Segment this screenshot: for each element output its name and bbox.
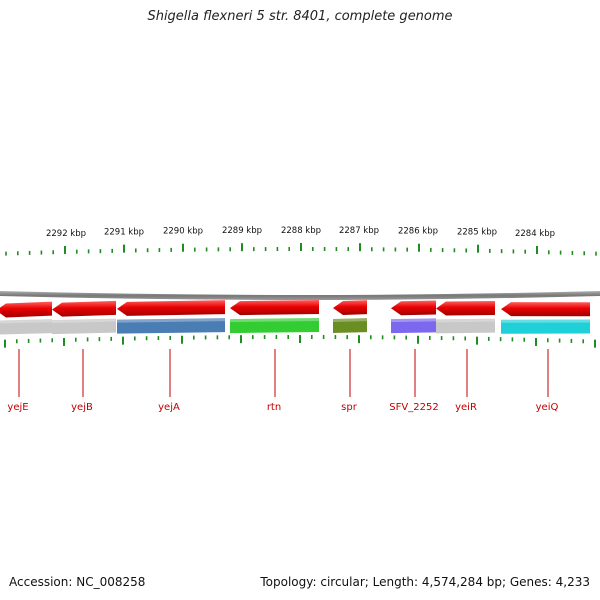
gene-arrow-yeiQ <box>501 302 590 317</box>
scale-label: 2291 kbp <box>104 228 144 238</box>
genome-title: Shigella flexneri 5 str. 8401, complete … <box>147 9 453 24</box>
gene-label-yejB[interactable]: yejB <box>71 402 93 413</box>
gene-label-SFV_2252[interactable]: SFV_2252 <box>389 402 438 413</box>
scale-label: 2284 kbp <box>515 229 555 239</box>
gene-arrow-yejA <box>117 300 225 316</box>
gene-label-yeiR[interactable]: yeiR <box>455 402 477 413</box>
gene-label-spr[interactable]: spr <box>341 402 358 413</box>
genome-summary: Topology: circular; Length: 4,574,284 bp… <box>260 575 590 589</box>
scale-label: 2286 kbp <box>398 227 438 237</box>
gene-labels: yejE yejB yejA rtn spr SFV_2252 yeiR yeiQ <box>7 349 558 413</box>
cds-segment-yejA <box>117 318 225 334</box>
cds-segment-spr <box>333 318 367 334</box>
scale-label: 2285 kbp <box>457 228 497 238</box>
scale-label: 2288 kbp <box>281 226 321 236</box>
cds-highlight <box>391 318 436 323</box>
gene-arrow-yeiR <box>436 301 495 316</box>
gene-label-rtn[interactable]: rtn <box>267 402 281 413</box>
cds-segment-yeiQ <box>501 319 590 334</box>
gene-arrow-yejE <box>0 301 52 318</box>
gene-label-yejE[interactable]: yejE <box>7 402 28 413</box>
backbone-arc <box>0 291 600 300</box>
cds-highlight <box>117 318 225 323</box>
accession-text: Accession: NC_008258 <box>9 575 146 589</box>
cds-segment-SFV_2252 <box>391 318 436 334</box>
gene-label-yeiQ[interactable]: yeiQ <box>536 402 559 413</box>
cds-segment-yeiR <box>436 318 495 334</box>
scale-label: 2292 kbp <box>46 229 86 239</box>
scale-label: 2290 kbp <box>163 227 203 237</box>
cds-highlight <box>501 319 590 323</box>
gene-track <box>0 300 590 318</box>
scale-label: 2289 kbp <box>222 226 262 236</box>
cds-segment-rtn <box>230 318 319 334</box>
gene-label-yejA[interactable]: yejA <box>158 402 180 413</box>
cds-segment-yejB <box>52 318 116 335</box>
cds-highlight <box>436 318 495 323</box>
backbone <box>0 291 600 300</box>
cds-segment-yejE <box>0 319 52 335</box>
scale-label: 2287 kbp <box>339 226 379 236</box>
gene-arrow-spr <box>333 300 367 316</box>
cds-track <box>0 318 590 335</box>
gene-arrow-rtn <box>230 300 319 316</box>
cds-highlight <box>52 318 116 324</box>
cds-highlight <box>333 318 367 323</box>
gene-arrow-yejB <box>52 300 116 317</box>
cds-highlight <box>0 319 52 324</box>
gene-arrow-SFV_2252 <box>391 300 436 316</box>
scale-ruler: 2292 kbp 2291 kbp 2290 kbp 2289 kbp 2288 kbp… <box>4 226 597 348</box>
cds-highlight <box>230 318 319 323</box>
